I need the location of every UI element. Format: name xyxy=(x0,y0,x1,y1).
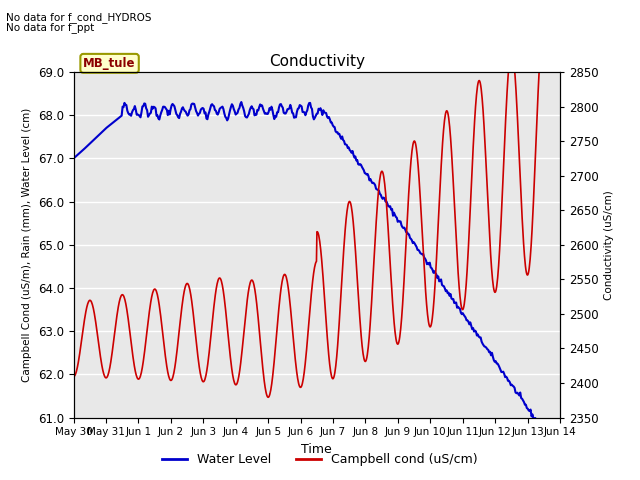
Y-axis label: Conductivity (uS/cm): Conductivity (uS/cm) xyxy=(604,190,614,300)
Text: MB_tule: MB_tule xyxy=(83,57,136,70)
X-axis label: Time: Time xyxy=(301,443,332,456)
Legend: Water Level, Campbell cond (uS/cm): Water Level, Campbell cond (uS/cm) xyxy=(157,448,483,471)
Title: Conductivity: Conductivity xyxy=(269,54,365,70)
Text: No data for f_cond_HYDROS: No data for f_cond_HYDROS xyxy=(6,12,152,23)
Y-axis label: Campbell Cond (uS/m), Rain (mm), Water Level (cm): Campbell Cond (uS/m), Rain (mm), Water L… xyxy=(22,108,32,382)
Text: No data for f_ppt: No data for f_ppt xyxy=(6,22,95,33)
